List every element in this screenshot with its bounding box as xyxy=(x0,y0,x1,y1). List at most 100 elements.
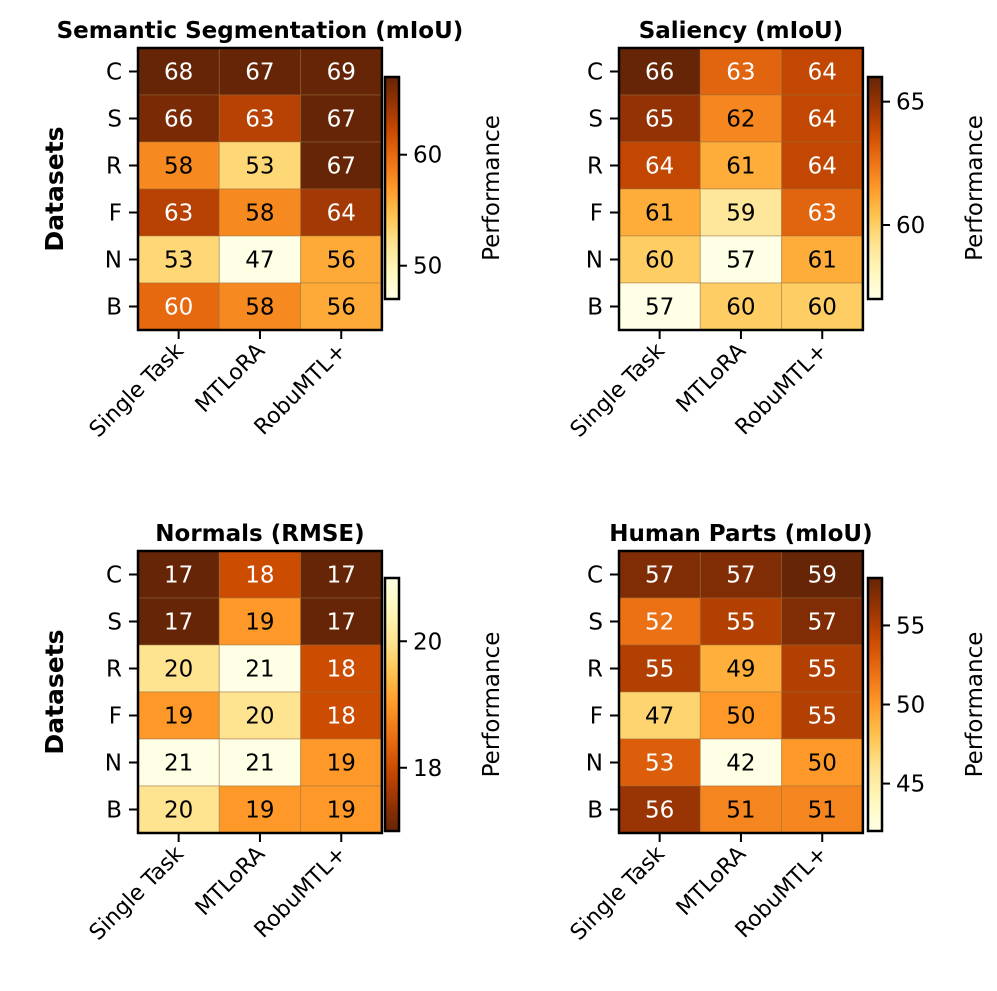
heatmap-cell xyxy=(218,282,302,331)
cell-value-label: 47 xyxy=(245,248,274,274)
cell-value-label: 19 xyxy=(327,751,356,777)
panel-title: Semantic Segmentation (mIoU) xyxy=(57,18,464,44)
panel-title: Saliency (mIoU) xyxy=(639,18,843,44)
heatmap-cell xyxy=(137,47,220,96)
cell-value-label: 42 xyxy=(726,751,755,777)
y-tick-label: R xyxy=(587,154,603,180)
y-tick-label: S xyxy=(107,107,122,133)
cell-value-label: 59 xyxy=(726,201,755,227)
colorbar-tick-label: 60 xyxy=(896,213,925,239)
heatmap-panel-3: Normals (RMSE) 17 18 17 17 19 17 20 21 18 19 20 18 21… xyxy=(40,521,505,946)
cell-value-label: 64 xyxy=(808,60,837,86)
colorbar xyxy=(866,576,884,833)
y-tick-label: B xyxy=(106,798,122,824)
colorbar-tick-label: 60 xyxy=(413,143,442,169)
cell-value-label: 65 xyxy=(645,107,674,133)
heatmap-panel-4: Human Parts (mIoU) 57 57 59 52 55 57 55 49 55 47 50… xyxy=(566,521,988,946)
cell-value-label: 58 xyxy=(164,154,193,180)
cell-value-label: 60 xyxy=(164,295,193,321)
cell-value-label: 53 xyxy=(245,154,274,180)
cell-value-label: 68 xyxy=(164,60,193,86)
heatmap-cell xyxy=(218,235,302,284)
heatmap-cell xyxy=(618,644,701,693)
heatmap-cell xyxy=(218,47,302,96)
heatmap-cell xyxy=(300,644,383,693)
cell-value-label: 66 xyxy=(645,60,674,86)
heatmap-cell xyxy=(699,235,783,284)
heatmap-panel-2: Saliency (mIoU) 66 63 64 65 62 64 64 61 64 61 59 63 6… xyxy=(566,18,988,443)
cell-value-label: 18 xyxy=(327,657,356,683)
heatmap-cell xyxy=(618,550,701,599)
cell-value-label: 21 xyxy=(245,751,274,777)
heatmap-cell xyxy=(300,738,383,787)
cell-value-label: 64 xyxy=(808,107,837,133)
cell-value-label: 55 xyxy=(808,657,837,683)
cell-value-label: 64 xyxy=(327,201,356,227)
cell-value-label: 21 xyxy=(245,657,274,683)
cell-value-label: 50 xyxy=(808,751,837,777)
heatmap-cell xyxy=(699,738,783,787)
heatmap-cell xyxy=(300,691,383,740)
colorbar-label: Performance xyxy=(962,115,988,261)
x-tick-label: MTLoRA xyxy=(191,842,270,921)
x-tick-label: Single Task xyxy=(85,841,189,945)
cell-value-label: 67 xyxy=(245,60,274,86)
y-axis-label: Datasets xyxy=(40,126,69,251)
cell-value-label: 61 xyxy=(645,201,674,227)
cell-value-label: 21 xyxy=(164,751,193,777)
cell-value-label: 19 xyxy=(245,610,274,636)
x-tick-label: MTLoRA xyxy=(191,339,270,418)
heatmap-cell xyxy=(699,691,783,740)
heatmap-cell xyxy=(300,597,383,646)
colorbar-tick-label: 45 xyxy=(896,772,925,798)
y-tick-label: S xyxy=(588,107,603,133)
cell-value-label: 61 xyxy=(808,248,837,274)
y-tick-label: S xyxy=(588,610,603,636)
heatmap-cell xyxy=(699,94,783,143)
y-tick-label: N xyxy=(586,248,603,274)
x-tick-label: Single Task xyxy=(566,338,670,442)
colorbar-label: Performance xyxy=(479,115,505,261)
cell-value-label: 19 xyxy=(245,798,274,824)
heatmap-cell xyxy=(781,282,864,331)
heatmap-cell xyxy=(300,188,383,237)
cell-value-label: 58 xyxy=(245,201,274,227)
cell-value-label: 61 xyxy=(726,154,755,180)
cell-value-label: 62 xyxy=(726,107,755,133)
cell-value-label: 47 xyxy=(645,704,674,730)
heatmap-cell xyxy=(618,47,701,96)
cell-value-label: 63 xyxy=(726,60,755,86)
cell-value-label: 63 xyxy=(808,201,837,227)
heatmap-cell xyxy=(300,282,383,331)
cell-value-label: 67 xyxy=(327,107,356,133)
cell-value-label: 56 xyxy=(645,798,674,824)
heatmap-cell xyxy=(781,597,864,646)
y-tick-label: N xyxy=(105,751,122,777)
heatmap-cell xyxy=(699,141,783,190)
y-tick-label: C xyxy=(587,563,603,589)
heatmap-cell xyxy=(218,141,302,190)
heatmap-cell xyxy=(781,47,864,96)
panel-title: Normals (RMSE) xyxy=(155,521,364,547)
y-tick-label: B xyxy=(106,295,122,321)
cell-value-label: 51 xyxy=(726,798,755,824)
heatmap-cell xyxy=(218,597,302,646)
y-tick-label: R xyxy=(106,657,122,683)
colorbar-tick-label: 18 xyxy=(413,756,442,782)
heatmap-cell xyxy=(781,738,864,787)
cell-value-label: 17 xyxy=(327,563,356,589)
cell-value-label: 67 xyxy=(327,154,356,180)
y-tick-label: C xyxy=(106,563,122,589)
heatmap-cell xyxy=(218,738,302,787)
y-tick-label: B xyxy=(587,798,603,824)
cell-value-label: 51 xyxy=(808,798,837,824)
cell-value-label: 18 xyxy=(245,563,274,589)
y-tick-label: B xyxy=(587,295,603,321)
colorbar-tick-label: 50 xyxy=(896,693,925,719)
cell-value-label: 57 xyxy=(808,610,837,636)
heatmap-cell xyxy=(137,691,220,740)
y-tick-label: R xyxy=(106,154,122,180)
y-axis-label: Datasets xyxy=(40,629,69,754)
cell-value-label: 20 xyxy=(245,704,274,730)
cell-value-label: 17 xyxy=(327,610,356,636)
